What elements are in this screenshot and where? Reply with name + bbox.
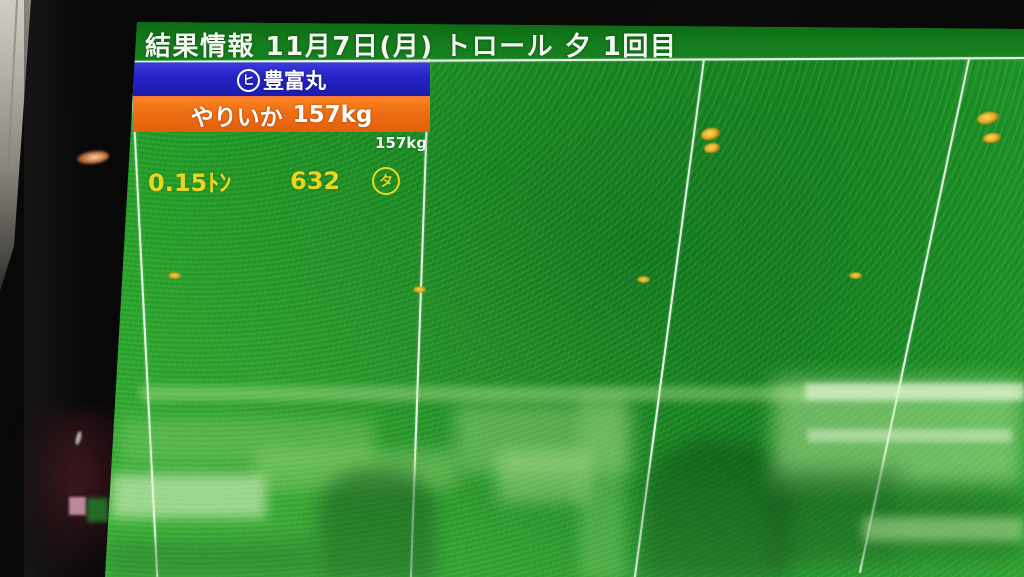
reflection-streak (807, 429, 1012, 442)
reflection-highlight (863, 517, 1024, 541)
reflection-silhouette (318, 469, 436, 577)
reflection-silhouette (768, 469, 903, 564)
catch-banner: やりいか 157kg (133, 96, 430, 132)
reflection-shadow (105, 540, 315, 577)
column-divider-3 (858, 58, 970, 573)
reflection-highlight (455, 404, 633, 474)
vessel-header: ヒ 豊富丸 (133, 62, 430, 97)
catch-species: やりいか (190, 104, 283, 131)
result-row: 0.15ﾄﾝ 632 タ (148, 163, 448, 198)
reflection-streak (805, 383, 1024, 400)
reflection-streak (140, 386, 1024, 401)
reflection-silhouette (643, 439, 791, 577)
table-left-border (130, 58, 159, 577)
ceiling-light-reflection (168, 272, 181, 279)
floor-reflection-pink (69, 497, 86, 515)
reflection-highlight (497, 450, 589, 502)
ceiling-light-reflection (982, 131, 1002, 145)
weight-label: 157kg (374, 134, 427, 152)
title-bar: 結果情報 11月7日(月) トロール 夕 1回目 (105, 22, 1024, 62)
ceiling-light-reflection (703, 141, 721, 155)
ceiling-light-reflection (637, 276, 650, 283)
buyer-mark-icon: タ (372, 166, 401, 195)
ceiling-light-reflection (413, 286, 426, 293)
reflection-highlight (111, 474, 266, 518)
page-title: 結果情報 11月7日(月) トロール 夕 1回目 (145, 32, 678, 62)
column-divider-2 (633, 58, 705, 577)
weight-tons: 0.15ﾄﾝ (148, 169, 232, 197)
vessel-mark-icon: ヒ (237, 68, 260, 92)
result-display-screen: 結果情報 11月7日(月) トロール 夕 1回目 ヒ 豊富丸 やりいか 157k… (105, 22, 1024, 577)
ceiling-light-reflection (849, 272, 862, 279)
reflection-streak (255, 450, 455, 490)
floor-reflection-green (87, 498, 108, 522)
ceiling-light-reflection (975, 109, 1001, 127)
vessel-name: 豊富丸 (263, 69, 326, 93)
reflection-silhouette (903, 484, 1024, 562)
ceiling-light-reflection (699, 125, 722, 143)
reflection-streak (120, 418, 375, 464)
price-value: 632 (290, 166, 341, 195)
reflection-streak (579, 394, 625, 577)
catch-weight: 157kg (292, 101, 373, 128)
